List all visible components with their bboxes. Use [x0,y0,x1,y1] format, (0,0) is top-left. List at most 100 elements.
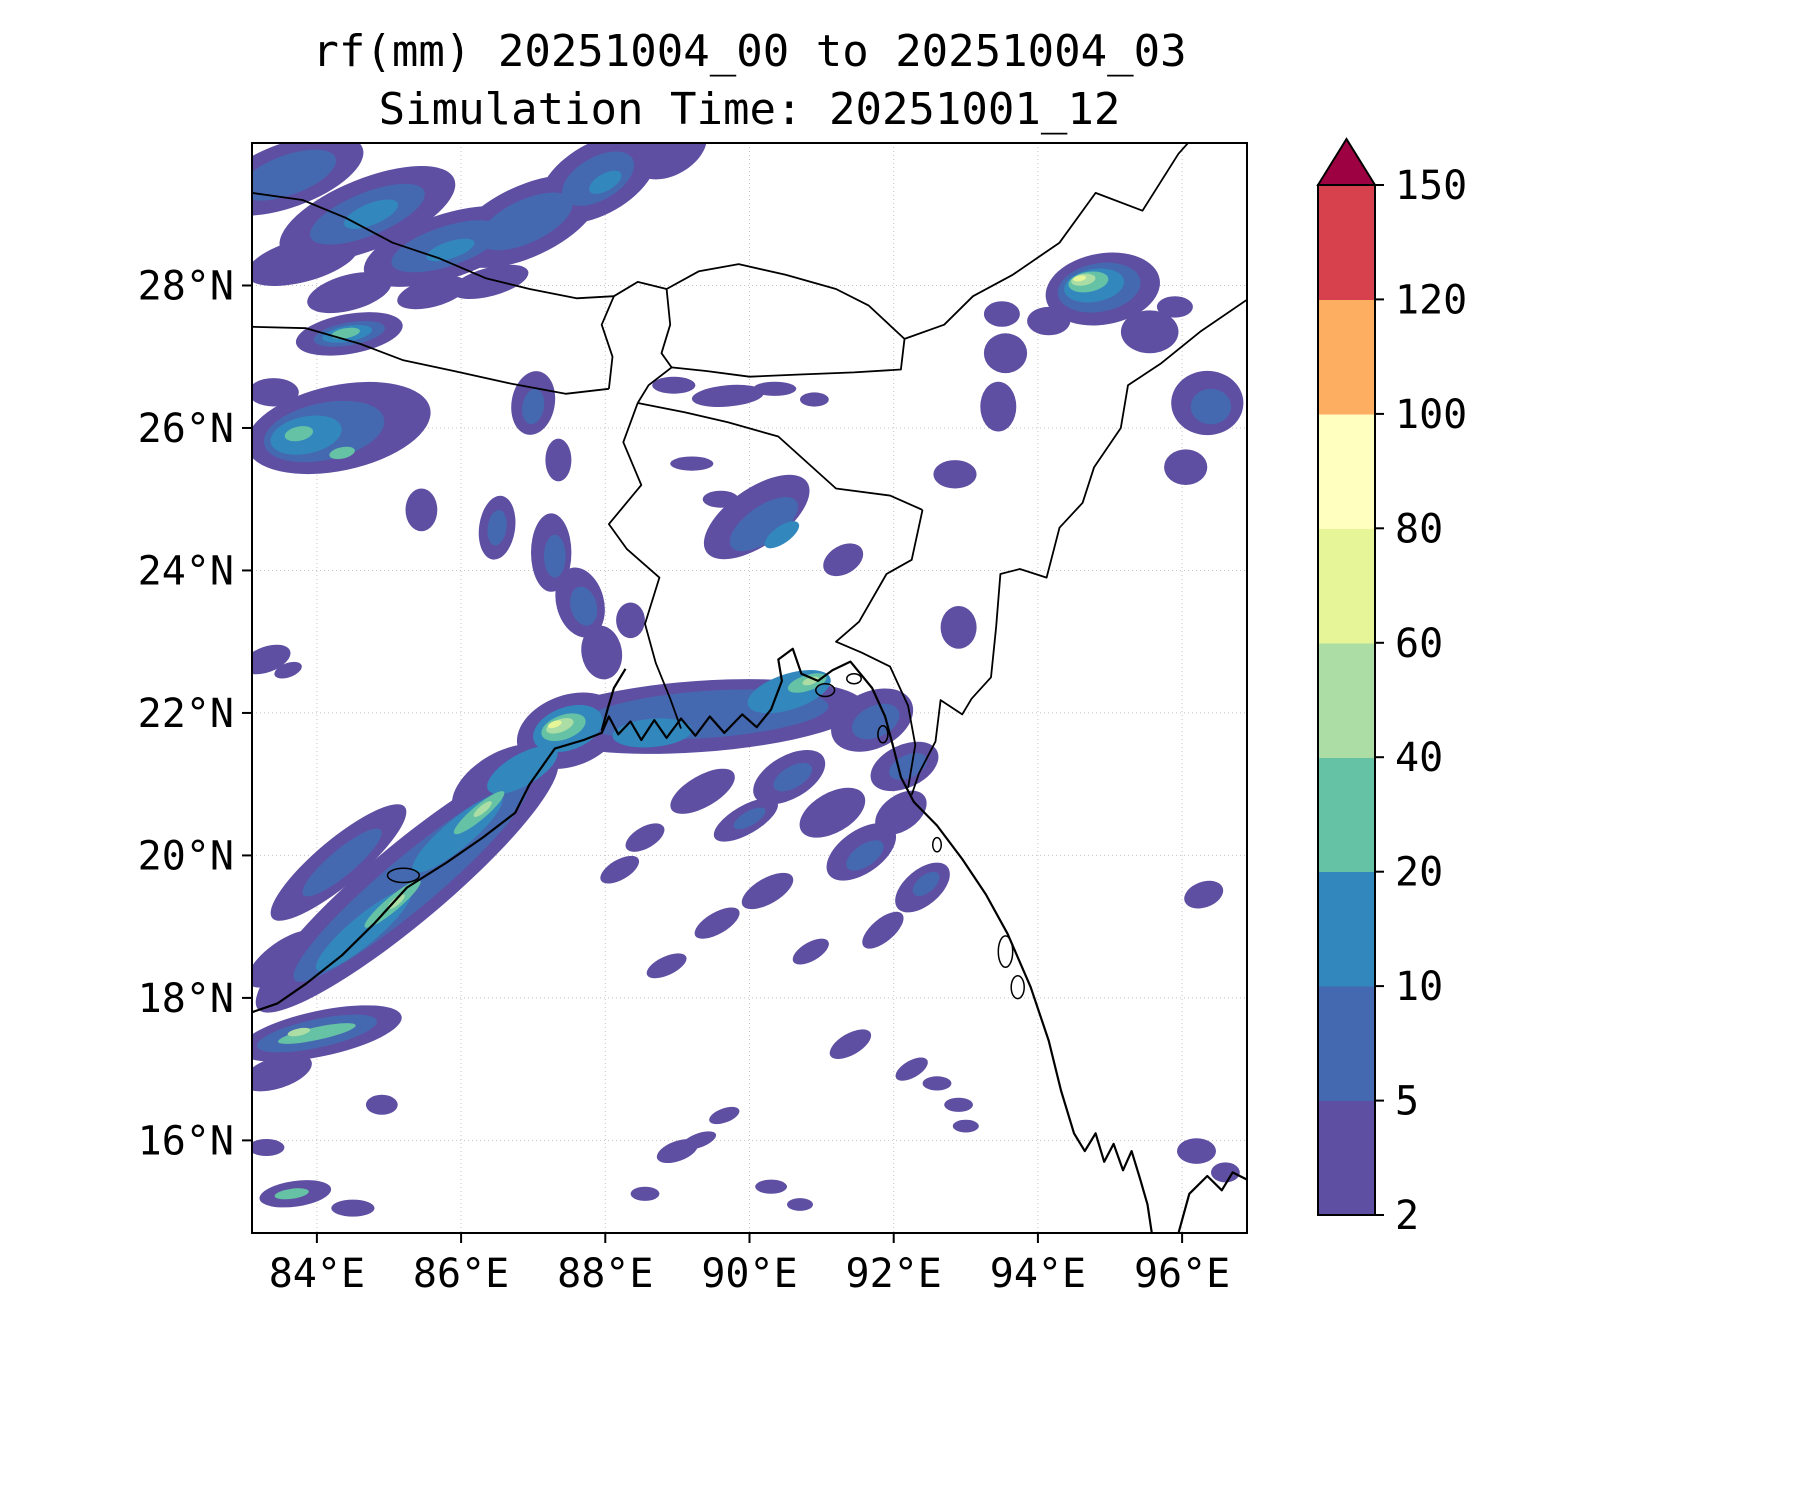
precip-cell [983,333,1028,374]
precip-cell [397,276,468,310]
precip-cell [733,807,766,830]
island-outline [846,672,862,685]
precip-cell [365,1094,398,1115]
precip-cell [933,460,977,489]
border-path [600,295,615,389]
precip-cell [829,1029,872,1060]
precip-cell [252,1054,312,1092]
precip-cell [600,855,640,884]
precip-cell [709,1106,740,1125]
precip-cell [670,768,735,814]
precip-cell [547,720,562,729]
precip-cell [940,606,977,649]
island-outline [815,682,836,698]
colorbar-label: 60 [1395,621,1443,667]
precip-cell [278,1023,356,1044]
precip-cell [1120,310,1179,354]
precip-cell [405,488,438,532]
colorbar-label: 20 [1395,850,1443,896]
colorbar-outline [1317,184,1376,1216]
x-tick-label: 84°E [269,1251,365,1297]
precip-cell [252,644,291,675]
island-outline [386,867,421,884]
precip-cell [952,1119,979,1133]
precip-cell [570,586,598,626]
colorbar-label: 120 [1395,277,1467,323]
precip-cell [287,1027,311,1037]
colorbar-segment [1318,642,1375,758]
x-tick-label: 86°E [413,1251,509,1297]
precip-cell [487,745,558,794]
border-path [613,281,673,404]
precip-cell [581,625,623,680]
precip-cell [1190,388,1232,425]
x-tick-label: 90°E [701,1251,797,1297]
precip-layer [252,143,1244,1217]
colorbar-label: 80 [1395,506,1443,552]
precip-cell [426,238,475,262]
x-tick-label: 88°E [557,1251,653,1297]
y-tick-label: 20°N [138,833,234,879]
chart-title: rf(mm) 20251004_00 to 20251004_03 [312,26,1187,77]
border-path [637,402,923,511]
precip-cell [252,149,337,201]
colorbar-label: 100 [1395,392,1467,438]
border-path [835,509,924,788]
precip-cell [633,143,707,180]
precip-cell [800,392,829,407]
border-path [666,263,906,378]
precip-cell [302,828,382,897]
border-path [910,298,1247,796]
precip-cell [944,1097,973,1112]
colorbar-segment [1318,299,1375,415]
precip-cell [1184,880,1224,909]
colorbar-label: 2 [1395,1193,1419,1239]
y-tick-label: 18°N [138,976,234,1022]
precip-cell [1177,1138,1216,1164]
precip-cell [479,192,573,251]
coastline-path [252,647,1153,1233]
coastline-path [600,668,627,731]
colorbar-over-arrow [1316,137,1377,186]
island-outline [997,935,1014,969]
precip-cell [284,426,314,442]
precip-cell [755,1179,787,1194]
precip-cell [274,661,302,679]
colorbar-label: 40 [1395,735,1443,781]
colorbar-segment [1318,528,1375,644]
colorbar-segment [1318,871,1375,987]
precip-cell [381,392,425,414]
precip-cell [670,456,714,471]
island-outline [877,725,889,744]
precip-cell [589,170,622,194]
x-tick-label: 96°E [1134,1251,1230,1297]
precip-cell [274,1188,309,1200]
border-path [904,143,1190,340]
precip-cell [729,497,798,552]
precip-cell [681,1131,717,1150]
island-outline [931,836,943,853]
precip-cell [764,521,800,549]
precip-cell [889,752,928,780]
precip-cell [702,490,739,508]
colorbar-label: 150 [1395,163,1467,209]
colorbar-segment [1318,1100,1375,1216]
precip-cell [983,301,1020,327]
precip-cell [1027,306,1071,336]
precip-cell [545,438,572,482]
colorbar-label: 5 [1395,1079,1419,1125]
precip-cell [252,234,359,287]
precip-cell [546,718,574,734]
precip-cell [823,543,864,577]
y-tick-label: 28°N [138,263,234,309]
precip-cell [787,1198,813,1211]
precip-cell [329,446,355,460]
precip-cell [912,871,940,897]
y-tick-label: 24°N [138,548,234,594]
colorbar-segment [1318,413,1375,529]
border-path [608,402,682,729]
precip-cell [846,840,884,871]
precip-cell [895,1057,928,1081]
